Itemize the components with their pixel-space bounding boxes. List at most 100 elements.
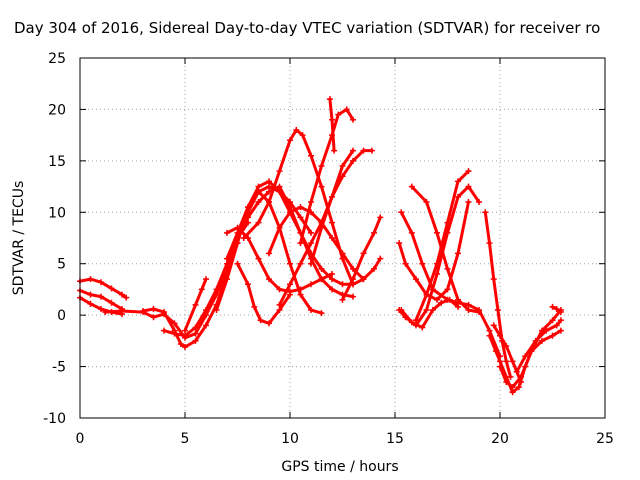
series-line bbox=[242, 128, 355, 286]
data-point-marker bbox=[423, 291, 430, 298]
data-point-marker bbox=[308, 229, 314, 236]
series-arc-19 bbox=[339, 214, 384, 303]
data-point-marker bbox=[350, 157, 356, 164]
series-layer bbox=[77, 96, 564, 396]
data-point-marker bbox=[539, 337, 545, 344]
series-line bbox=[183, 277, 208, 333]
data-point-marker bbox=[266, 276, 272, 283]
data-point-marker bbox=[192, 330, 199, 337]
data-point-marker bbox=[161, 309, 167, 316]
data-point-marker bbox=[276, 183, 283, 190]
x-tick-label: 25 bbox=[596, 431, 614, 447]
y-tick-label: 0 bbox=[57, 308, 66, 324]
data-point-marker bbox=[331, 147, 338, 154]
data-point-marker bbox=[108, 299, 115, 306]
data-point-marker bbox=[518, 379, 524, 385]
series-arc-11 bbox=[234, 260, 293, 327]
data-point-marker bbox=[234, 235, 241, 241]
data-point-marker bbox=[549, 317, 556, 324]
y-axis-label: SDTVAR / TECUs bbox=[11, 181, 27, 296]
ticks: 0 5 10 15 20 25 -10 -5 0 5 10 15 20 25 bbox=[43, 51, 614, 447]
x-tick-label: 0 bbox=[76, 431, 85, 447]
data-point-marker bbox=[266, 250, 272, 257]
data-point-marker bbox=[494, 307, 501, 313]
data-point-marker bbox=[266, 178, 272, 185]
data-point-marker bbox=[171, 330, 178, 337]
data-point-marker bbox=[297, 240, 304, 247]
data-point-marker bbox=[98, 293, 104, 300]
data-point-marker bbox=[497, 363, 503, 370]
series-arc-17 bbox=[308, 147, 375, 267]
data-point-marker bbox=[398, 307, 405, 313]
series-arc-1 bbox=[77, 276, 130, 301]
data-point-marker bbox=[308, 199, 314, 205]
data-point-marker bbox=[318, 163, 325, 169]
series-arc-24 bbox=[413, 168, 472, 324]
data-point-marker bbox=[255, 219, 262, 226]
data-point-marker bbox=[419, 260, 426, 267]
data-point-marker bbox=[245, 209, 251, 216]
data-point-marker bbox=[360, 276, 367, 283]
data-point-marker bbox=[503, 379, 510, 385]
data-point-marker bbox=[329, 116, 335, 123]
data-point-marker bbox=[465, 307, 472, 313]
data-point-marker bbox=[287, 137, 293, 144]
data-point-marker bbox=[434, 260, 440, 267]
y-tick-label: 25 bbox=[48, 51, 66, 67]
data-point-marker bbox=[339, 173, 346, 180]
data-point-marker bbox=[245, 281, 251, 288]
data-point-marker bbox=[339, 250, 346, 257]
data-point-marker bbox=[329, 193, 335, 200]
data-point-marker bbox=[213, 307, 220, 313]
data-point-marker bbox=[371, 229, 377, 236]
data-point-marker bbox=[240, 235, 247, 241]
data-point-marker bbox=[308, 260, 314, 267]
data-point-marker bbox=[532, 337, 539, 344]
data-point-marker bbox=[266, 320, 272, 327]
data-point-marker bbox=[503, 343, 510, 349]
data-point-marker bbox=[553, 322, 560, 329]
data-point-marker bbox=[329, 276, 335, 283]
data-point-marker bbox=[297, 291, 304, 298]
data-point-marker bbox=[329, 235, 335, 241]
data-point-marker bbox=[203, 307, 209, 313]
x-tick-label: 10 bbox=[281, 431, 299, 447]
data-point-marker bbox=[203, 276, 209, 283]
data-point-marker bbox=[339, 163, 346, 169]
data-point-marker bbox=[482, 209, 489, 216]
data-point-marker bbox=[371, 265, 377, 272]
data-point-marker bbox=[251, 303, 258, 310]
data-point-marker bbox=[276, 168, 283, 175]
data-point-marker bbox=[119, 291, 125, 298]
data-point-marker bbox=[182, 344, 188, 351]
data-point-marker bbox=[318, 310, 325, 317]
y-tick-label: 10 bbox=[48, 205, 66, 221]
data-point-marker bbox=[509, 389, 516, 396]
data-point-marker bbox=[408, 229, 415, 236]
data-point-marker bbox=[224, 276, 230, 283]
data-point-marker bbox=[234, 260, 241, 267]
data-point-marker bbox=[150, 305, 157, 312]
data-point-marker bbox=[326, 96, 333, 103]
data-point-marker bbox=[182, 332, 188, 339]
series-line bbox=[397, 200, 470, 302]
data-point-marker bbox=[108, 285, 115, 292]
data-point-marker bbox=[408, 319, 415, 326]
series-line bbox=[278, 149, 355, 307]
data-point-marker bbox=[557, 309, 564, 316]
data-point-marker bbox=[203, 322, 209, 329]
data-point-marker bbox=[287, 199, 293, 205]
data-point-marker bbox=[444, 286, 451, 293]
data-point-marker bbox=[497, 358, 503, 365]
data-point-marker bbox=[413, 276, 419, 283]
data-point-marker bbox=[276, 301, 283, 308]
data-point-marker bbox=[329, 271, 335, 277]
data-point-marker bbox=[140, 308, 146, 315]
data-point-marker bbox=[549, 303, 556, 310]
data-point-marker bbox=[402, 260, 409, 267]
data-point-marker bbox=[486, 240, 493, 247]
data-point-marker bbox=[490, 322, 497, 329]
series-arc-29 bbox=[513, 317, 564, 375]
x-axis-label: GPS time / hours bbox=[281, 459, 398, 475]
